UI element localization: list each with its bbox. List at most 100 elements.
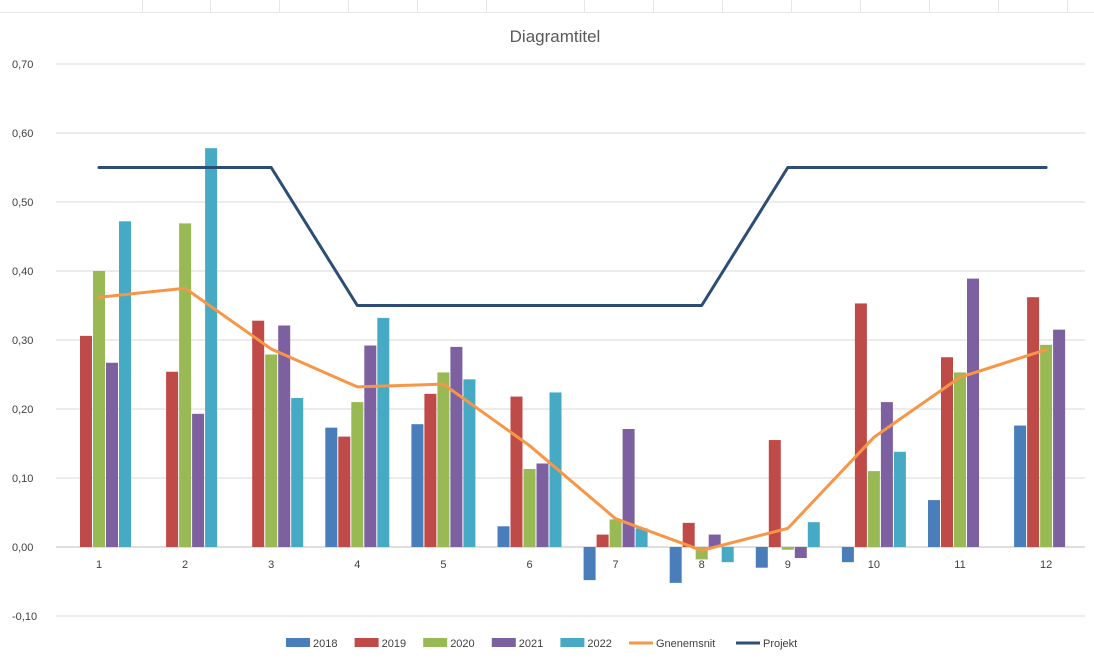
- bar-2019-4: [338, 436, 351, 547]
- bar-2020-12: [1040, 344, 1053, 547]
- bar-2021-2: [192, 413, 205, 547]
- y-tick-label: 0,70: [12, 59, 33, 71]
- bar-2018-11: [928, 500, 940, 547]
- x-tick-label: 6: [526, 559, 532, 571]
- y-tick-label: 0,30: [12, 335, 33, 347]
- legend-label-projekt: Projekt: [763, 638, 797, 650]
- bar-2022-5: [463, 379, 476, 547]
- bar-2020-7: [609, 519, 622, 547]
- bar-2022-2: [205, 148, 218, 547]
- bar-2021-3: [278, 325, 291, 547]
- bar-2022-1: [119, 221, 131, 547]
- grid-cell-divider: [929, 0, 930, 12]
- x-tick-label: 9: [785, 559, 791, 571]
- x-tick-label: 4: [354, 559, 360, 571]
- bar-2019-6: [510, 396, 523, 547]
- y-tick-label: 0,20: [12, 404, 33, 416]
- chart-title: Diagramtitel: [510, 27, 601, 46]
- bar-2020-6: [523, 469, 536, 547]
- bar-2019-1: [80, 335, 92, 547]
- bar-2021-7: [622, 429, 635, 547]
- x-tick-label: 10: [868, 559, 880, 571]
- bar-2018-10: [841, 547, 854, 563]
- bar-2021-9: [794, 547, 807, 559]
- y-tick-label: 0,40: [12, 266, 33, 278]
- spreadsheet-gridlines: [0, 0, 1094, 13]
- bar-2022-3: [291, 397, 304, 547]
- y-tick-label: -0,10: [12, 611, 37, 623]
- bar-2019-3: [252, 320, 265, 547]
- legend: 2018 2019 2020 2021 2022 Gnenemsnit Projekt: [286, 638, 797, 650]
- lines: [97, 166, 1048, 552]
- bar-2020-2: [179, 223, 192, 547]
- grid-cell-divider: [279, 0, 280, 12]
- bar-2021-8: [708, 534, 721, 547]
- grid-cell-divider: [653, 0, 654, 12]
- legend-label-gnenemsnit: Gnenemsnit: [656, 638, 715, 650]
- bar-2022-10: [893, 451, 906, 547]
- bar-2020-9: [781, 547, 794, 550]
- bar-2022-8: [721, 547, 734, 563]
- bar-2020-4: [351, 402, 364, 547]
- bar-2022-9: [807, 522, 820, 547]
- bars: [80, 148, 1066, 583]
- grid-cell-divider: [860, 0, 861, 12]
- x-tick-label: 11: [954, 559, 965, 571]
- bar-2019-9: [768, 440, 781, 547]
- bar-2018-12: [1014, 425, 1027, 547]
- x-tick-label: 1: [96, 559, 102, 571]
- bar-2021-5: [450, 346, 463, 547]
- bar-2020-11: [954, 372, 966, 547]
- grid-cell-divider: [1067, 0, 1068, 12]
- legend-swatch-2021: [491, 638, 516, 647]
- y-tick-label: 0,50: [12, 197, 33, 209]
- grid-cell-divider: [348, 0, 349, 12]
- legend-label-2021: 2021: [519, 638, 543, 650]
- x-tick-label: 8: [699, 559, 705, 571]
- bar-2019-12: [1027, 297, 1040, 547]
- bar-2021-10: [880, 402, 893, 547]
- bar-2020-3: [265, 354, 278, 547]
- bar-2022-4: [377, 317, 390, 547]
- bar-2018-4: [325, 427, 338, 547]
- gridlines: [56, 63, 1085, 617]
- legend-label-2019: 2019: [382, 638, 406, 650]
- bar-2021-11: [967, 278, 979, 547]
- grid-cell-divider: [791, 0, 792, 12]
- line-projekt: [97, 166, 1048, 307]
- bar-2021-6: [536, 463, 549, 547]
- bar-2020-10: [867, 471, 880, 547]
- legend-swatch-2018: [286, 638, 310, 647]
- bar-2022-6: [549, 392, 562, 547]
- legend-swatch-2022: [560, 638, 585, 647]
- bar-2018-5: [411, 424, 424, 547]
- bar-2018-8: [669, 547, 682, 583]
- x-tick-label: 7: [613, 559, 619, 571]
- legend-label-2018: 2018: [313, 638, 337, 650]
- bar-2019-11: [941, 357, 953, 547]
- x-tick-label: 3: [268, 559, 274, 571]
- y-tick-label: 0,10: [12, 473, 33, 485]
- grid-cell-divider: [210, 0, 211, 12]
- bar-2018-9: [755, 547, 768, 568]
- bar-2020-5: [437, 372, 450, 547]
- grid-cell-divider: [584, 0, 585, 12]
- legend-label-2020: 2020: [450, 638, 474, 650]
- bar-2018-6: [497, 526, 510, 547]
- bar-2019-8: [682, 522, 695, 547]
- x-tick-label: 5: [440, 559, 446, 571]
- bar-2019-5: [424, 393, 437, 547]
- x-axis-ticks: 1 2 3 4 5 6 7 8 9 10 11 12: [96, 559, 1052, 571]
- legend-swatch-2020: [423, 638, 448, 647]
- bar-2021-12: [1053, 329, 1066, 547]
- bar-2019-2: [166, 371, 179, 547]
- line-gnenemsnit: [97, 286, 1048, 552]
- grid-cell-divider: [722, 0, 723, 12]
- grid-cell-divider: [142, 0, 143, 12]
- bar-2018-7: [583, 547, 596, 581]
- grid-cell-divider: [417, 0, 418, 12]
- grid-cell-divider: [998, 0, 999, 12]
- grid-cell-divider: [486, 0, 487, 12]
- bar-2019-10: [854, 303, 867, 547]
